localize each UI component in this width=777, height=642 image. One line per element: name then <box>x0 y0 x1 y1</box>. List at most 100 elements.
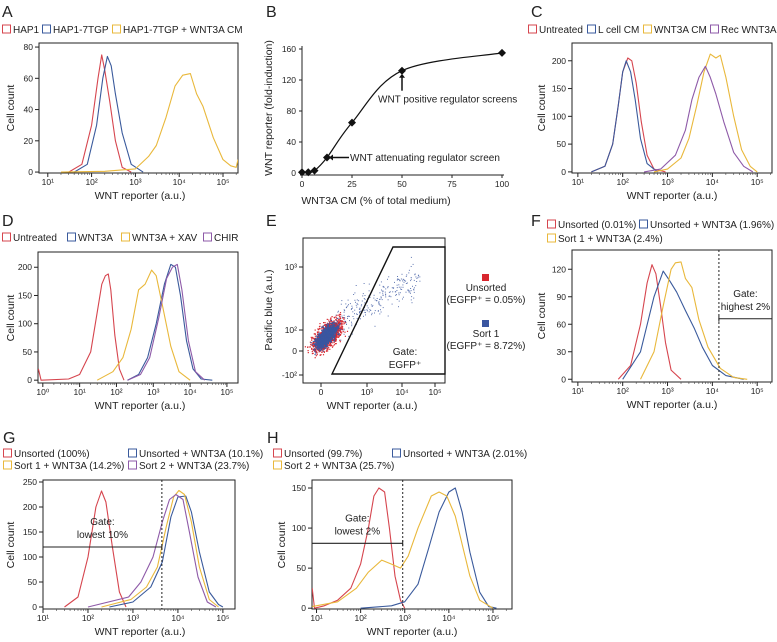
dot-unsorted <box>312 337 314 339</box>
dot-sort1 <box>355 304 357 306</box>
y-axis-label: Cell count <box>5 522 17 569</box>
dot-sort1 <box>314 348 316 350</box>
dot-unsorted <box>337 322 340 324</box>
dot-sort1 <box>339 319 341 321</box>
dot-sort1 <box>315 352 317 354</box>
dot-sort1 <box>412 263 414 265</box>
dot-sort1 <box>325 344 327 346</box>
dot-sort1 <box>347 305 349 307</box>
panel-letter: H <box>267 430 279 447</box>
dot-sort1 <box>317 343 319 345</box>
dot-sort1 <box>322 350 324 352</box>
dot-sort1 <box>393 287 395 289</box>
dot-sort1 <box>353 294 355 295</box>
dot-sort1 <box>387 286 389 288</box>
dot-unsorted <box>335 316 337 318</box>
dot-unsorted <box>307 352 309 354</box>
dot-sort1 <box>325 326 327 328</box>
dot-sort1 <box>383 286 385 288</box>
dot-sort1 <box>356 299 358 301</box>
y-tick-label: 120 <box>552 264 566 274</box>
x-tick-label: 10² <box>110 387 122 397</box>
dot-sort1 <box>325 337 327 339</box>
dot-sort1 <box>367 307 369 309</box>
dot-sort1 <box>402 284 404 286</box>
dot-sort1 <box>345 322 347 324</box>
dot-sort1 <box>334 331 336 333</box>
y-axis-label: Pacific blue (a.u.) <box>263 269 275 350</box>
dot-sort1 <box>410 280 412 282</box>
dot-unsorted <box>335 337 337 340</box>
dot-sort1 <box>329 334 332 336</box>
dot-sort1 <box>356 306 358 308</box>
dot-sort1 <box>351 323 353 325</box>
panel-letter: B <box>266 4 277 21</box>
legend-swatch <box>121 232 130 242</box>
dot-unsorted <box>338 318 340 320</box>
dot-sort1 <box>319 334 321 336</box>
legend-detail: (EGFP⁺ = 0.05%) <box>447 295 526 306</box>
dot-sort1 <box>329 337 332 339</box>
dot-sort1 <box>319 349 321 352</box>
dot-sort1 <box>312 340 314 343</box>
dot-sort1 <box>332 325 334 327</box>
dot-unsorted <box>340 327 342 329</box>
dot-sort1 <box>390 296 392 298</box>
dot-sort1 <box>356 317 358 319</box>
dot-sort1 <box>391 287 393 289</box>
series-line-3 <box>312 491 494 609</box>
dot-sort1 <box>318 343 320 345</box>
dot-sort1 <box>318 345 320 347</box>
dot-unsorted <box>330 345 333 347</box>
series-line-3 <box>101 489 219 608</box>
x-tick-label: 10¹ <box>73 387 85 397</box>
dot-sort1 <box>329 338 331 340</box>
dot-sort1 <box>326 329 328 332</box>
dot-unsorted <box>329 325 331 328</box>
dot-unsorted <box>332 345 334 347</box>
dot-sort1 <box>398 279 400 280</box>
dot-sort1 <box>318 334 320 336</box>
dot-sort1 <box>413 279 415 281</box>
dot-sort1 <box>379 292 381 294</box>
series-line-2 <box>360 487 497 609</box>
dot-unsorted <box>309 341 311 343</box>
data-point-marker <box>304 168 313 177</box>
dot-sort1 <box>374 325 376 327</box>
dot-sort1 <box>317 333 319 335</box>
dot-sort1 <box>338 310 339 312</box>
dot-sort1 <box>330 338 332 341</box>
x-axis-label: WNT reporter (a.u.) <box>627 190 718 202</box>
gate-label: highest 2% <box>721 302 771 313</box>
data-point-marker <box>398 66 406 75</box>
dot-sort1 <box>391 303 393 305</box>
legend-swatch <box>128 460 137 470</box>
dot-unsorted <box>322 327 324 330</box>
dot-unsorted <box>324 323 326 326</box>
dot-sort1 <box>318 346 320 348</box>
x-tick-label: 10¹ <box>572 177 584 187</box>
dot-sort1 <box>357 304 359 306</box>
dot-sort1 <box>335 327 337 329</box>
y-tick-label: 50 <box>557 139 567 149</box>
dot-unsorted <box>330 317 332 319</box>
dot-unsorted <box>328 346 330 348</box>
gate-label: lowest 2% <box>335 526 381 537</box>
dot-unsorted <box>344 335 346 337</box>
dot-sort1 <box>410 299 412 301</box>
dot-sort1 <box>319 345 322 347</box>
dot-unsorted <box>311 342 313 344</box>
dot-sort1 <box>389 291 391 293</box>
dot-sort1 <box>324 332 326 334</box>
dot-sort1 <box>410 256 412 258</box>
dot-sort1 <box>374 299 376 301</box>
dot-unsorted <box>333 342 335 344</box>
panel-d: D 10⁰ 10¹ 10² 10³ 10⁴ 10⁵ 0 50 100 150 200 WNT repor… <box>2 213 239 412</box>
dot-sort1 <box>406 282 408 284</box>
legend-label: Unsorted + WNT3A (2.01%) <box>403 449 527 460</box>
dot-sort1 <box>330 335 332 338</box>
dot-sort1 <box>319 344 321 346</box>
dot-sort1 <box>327 343 329 345</box>
dot-sort1 <box>335 320 337 322</box>
